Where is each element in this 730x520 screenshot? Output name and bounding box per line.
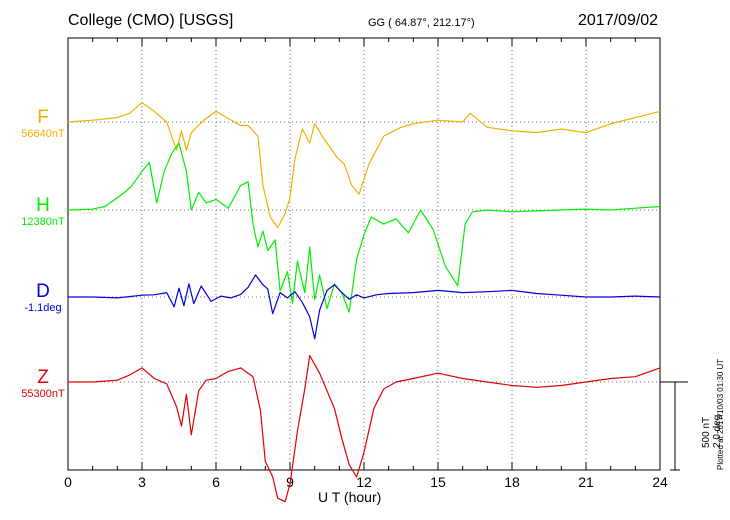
station-coordinates: GG ( 64.87°, 212.17°) (368, 17, 475, 29)
chart-date: 2017/09/02 (578, 12, 659, 29)
component-d-label-block: D -1.1deg (8, 282, 78, 315)
component-d-baseline: -1.1deg (24, 302, 62, 314)
x-tick-label: 24 (652, 474, 668, 490)
x-tick-label: 6 (212, 474, 220, 490)
component-z-baseline: 55300nT (21, 388, 65, 400)
series-line-f (67, 101, 661, 229)
component-h-baseline: 12380nT (21, 216, 65, 228)
component-f-label-block: F 56640nT (8, 108, 78, 141)
x-tick-label: 18 (504, 474, 520, 490)
component-d-label: D (36, 281, 50, 302)
x-tick-label: 12 (356, 474, 372, 490)
series-line-z (68, 355, 661, 503)
component-z-label-block: Z 55300nT (8, 368, 78, 401)
x-tick-label: 21 (578, 474, 594, 490)
scale-bar-nt: 500 nT (701, 416, 712, 448)
component-f-label: F (37, 107, 49, 128)
x-tick-label: 3 (138, 474, 146, 490)
x-tick-label: 0 (64, 474, 72, 490)
x-axis-label: U T (hour) (318, 489, 382, 505)
component-h-label-block: H 12380nT (8, 196, 78, 229)
component-z-label: Z (37, 367, 49, 388)
component-f-baseline: 56640nT (21, 128, 65, 140)
x-tick-label: 15 (430, 474, 446, 490)
series-line-d (68, 274, 661, 340)
series-line-h (67, 142, 661, 313)
component-h-label: H (36, 195, 50, 216)
plotted-timestamp: Plotted at 2017/10/03 01:30 UT (716, 358, 725, 470)
station-title: College (CMO) [USGS] (68, 12, 234, 29)
